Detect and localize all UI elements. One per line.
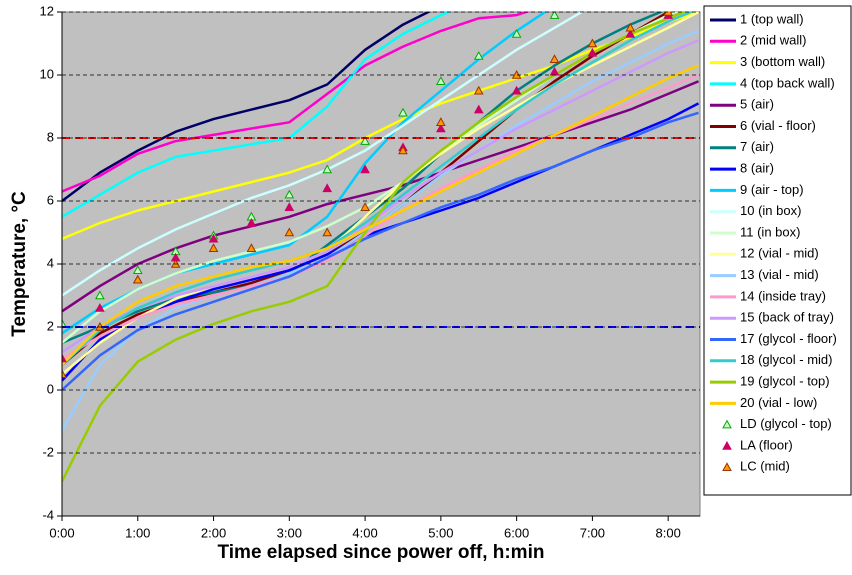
marker: [360, 202, 370, 211]
legend-box: [703, 5, 852, 496]
legend-label: 14 (inside tray): [740, 288, 826, 303]
legend-label: 15 (back of tray): [740, 310, 834, 325]
marker: [663, 12, 674, 16]
marker: [587, 38, 598, 48]
marker: [322, 227, 333, 237]
marker: [436, 76, 446, 85]
legend-label: LC (mid): [740, 459, 790, 474]
marker: [95, 290, 105, 300]
legend-label: 19 (glycol - top): [740, 374, 830, 389]
marker: [511, 85, 522, 95]
series-line: [62, 80, 699, 313]
series-line: [62, 39, 699, 354]
series-line: [62, 12, 687, 482]
marker: [208, 233, 219, 243]
marker: [284, 202, 295, 211]
series-line: [62, 64, 699, 366]
y-tick-label: 0: [47, 381, 54, 396]
marker: [360, 164, 370, 174]
x-tick-label: 5:00: [428, 525, 453, 540]
x-tick-label: 7:00: [580, 525, 605, 540]
series-line: [62, 12, 700, 376]
marker: [549, 12, 560, 19]
marker: [549, 54, 560, 63]
marker: [62, 318, 67, 328]
x-axis-title: Time elapsed since power off, h:min: [218, 542, 545, 563]
marker: [398, 145, 408, 155]
marker: [473, 104, 484, 114]
legend-label: 17 (glycol - floor): [740, 331, 837, 346]
y-tick-label: 8: [47, 129, 54, 144]
marker: [322, 183, 333, 193]
marker: [587, 47, 598, 57]
marker: [62, 353, 67, 363]
series-line: [62, 73, 699, 360]
y-tick-label: 6: [47, 192, 54, 207]
legend-label: 7 (air): [740, 139, 774, 154]
legend-label: LA (floor): [740, 437, 793, 452]
marker: [62, 369, 67, 378]
y-axis-title: Temperature, °C: [9, 191, 30, 337]
x-tick-label: 8:00: [656, 525, 681, 540]
series-line: [62, 12, 530, 193]
legend-label: 12 (vial - mid): [740, 246, 819, 261]
y-tick-label: 10: [40, 66, 54, 81]
legend-label: 10 (in box): [740, 203, 801, 218]
legend-label: 20 (vial - low): [740, 395, 817, 410]
series-line: [62, 12, 699, 240]
legend-label: 3 (bottom wall): [740, 54, 825, 69]
marker: [360, 136, 370, 145]
marker: [95, 303, 105, 312]
y-tick-label: 2: [47, 318, 54, 333]
marker: [322, 164, 333, 174]
legend-label: 13 (vial - mid): [740, 267, 819, 282]
y-tick-label: 12: [40, 3, 54, 18]
marker: [132, 265, 143, 274]
marker: [132, 274, 143, 284]
x-tick-label: 3:00: [277, 525, 302, 540]
x-tick-label: 6:00: [504, 525, 529, 540]
legend-marker: [722, 440, 732, 450]
marker: [284, 227, 295, 237]
legend-label: 5 (air): [740, 97, 774, 112]
legend-label: 4 (top back wall): [740, 75, 835, 90]
x-tick-label: 0:00: [49, 525, 74, 540]
marker: [625, 22, 636, 32]
legend-label: LD (glycol - top): [740, 416, 832, 431]
series-line: [62, 12, 432, 203]
marker: [208, 243, 219, 252]
legend-label: 1 (top wall): [740, 11, 804, 26]
legend-label: 2 (mid wall): [740, 33, 806, 48]
series-line: [62, 12, 452, 218]
marker: [284, 189, 295, 199]
legend-label: 11 (in box): [740, 224, 800, 239]
legend-label: 8 (air): [740, 161, 774, 176]
legend-marker: [722, 462, 732, 471]
series-line: [62, 29, 699, 432]
marker: [436, 123, 446, 133]
series-line: [62, 111, 699, 391]
x-tick-label: 1:00: [125, 525, 150, 540]
legend-label: 18 (glycol - mid): [740, 352, 832, 367]
marker: [398, 107, 408, 117]
legend-label: 6 (vial - floor): [740, 118, 816, 133]
marker: [473, 85, 484, 95]
y-tick-label: 4: [47, 255, 54, 270]
marker: [246, 243, 257, 252]
legend-marker: [722, 419, 732, 429]
legend-label: 9 (air - top): [740, 182, 804, 197]
marker: [246, 218, 257, 227]
x-tick-label: 4:00: [352, 525, 377, 540]
y-tick-label: -2: [42, 444, 54, 459]
marker: [694, 0, 702, 6]
marker: [436, 117, 446, 126]
y-tick-label: -4: [42, 507, 54, 522]
marker: [694, 0, 702, 6]
marker: [511, 29, 522, 38]
marker: [625, 29, 636, 38]
x-tick-label: 2:00: [201, 525, 226, 540]
marker: [473, 51, 484, 60]
